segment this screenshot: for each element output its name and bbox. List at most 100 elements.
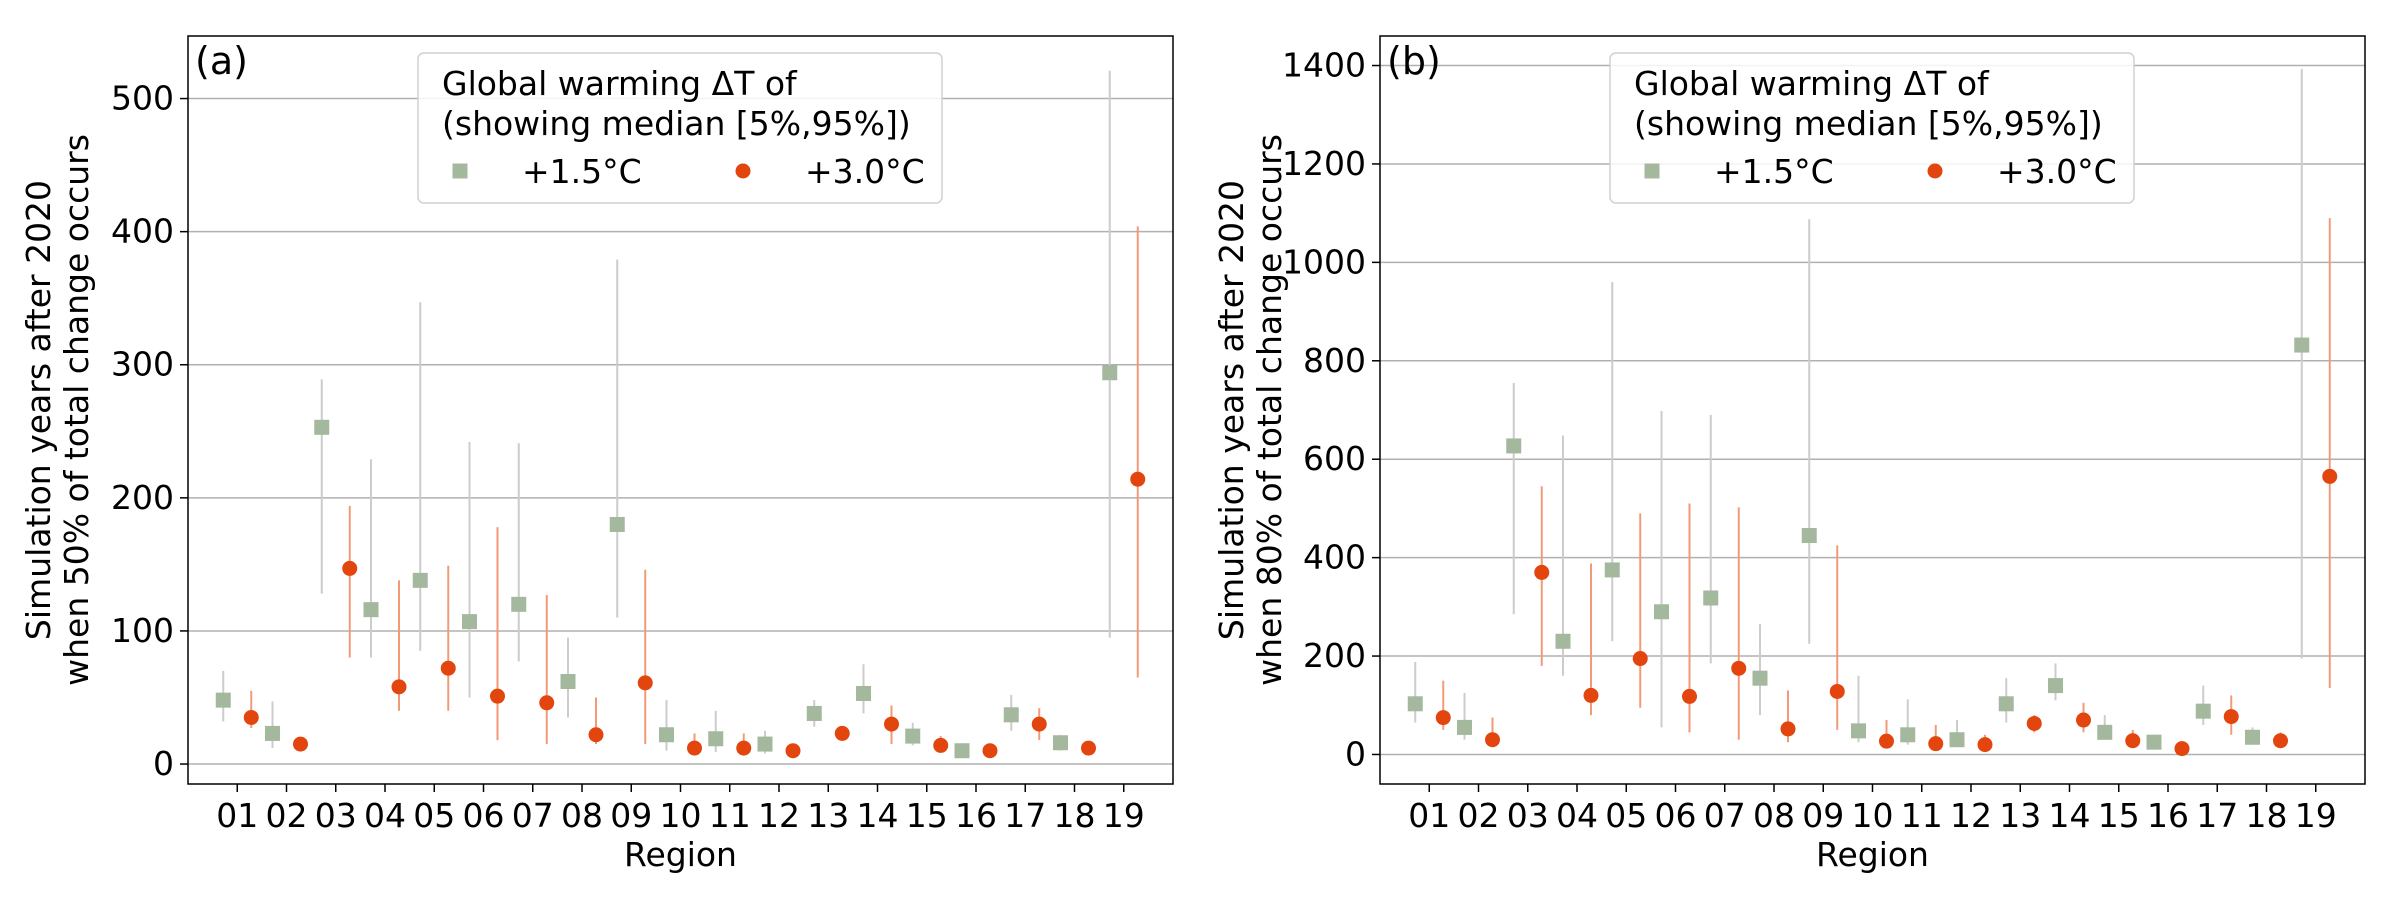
x-tick-label: 04 [1556, 796, 1598, 835]
data-point [687, 740, 702, 756]
x-tick-label: 13 [1999, 796, 2041, 835]
data-point [1130, 471, 1146, 487]
y-tick-label: 200 [111, 478, 174, 517]
data-point [2146, 734, 2162, 750]
data-point [2294, 337, 2310, 353]
data-point [391, 679, 407, 695]
legend-marker-circle [1927, 163, 1943, 179]
data-point [265, 725, 280, 741]
y-tick-label: 400 [111, 212, 174, 251]
data-point [757, 736, 773, 752]
y-axis-label: Simulation years after 2020when 80% of t… [1212, 134, 1289, 686]
data-point [785, 743, 801, 759]
data-point [440, 660, 456, 676]
chart-panel-a: 0 100 200 300 400 500 01 02 03 04 05 06 07 08 09 10 11 12… [19, 35, 1174, 874]
data-point [1851, 723, 1866, 739]
x-tick-label: 16 [2147, 796, 2189, 835]
data-point [856, 685, 871, 701]
x-tick-label: 10 [1852, 796, 1894, 835]
legend-entry-label: +1.5°C [1714, 152, 1834, 191]
x-tick-label: 05 [1605, 796, 1647, 835]
y-tick-label: 300 [111, 345, 174, 384]
legend-title: (showing median [5%,95%]) [1634, 104, 2103, 143]
data-point [1780, 721, 1796, 737]
data-point [1654, 604, 1669, 620]
series-warming-3-0 [243, 226, 1146, 759]
legend-marker-circle [735, 163, 751, 179]
data-point [1829, 683, 1845, 699]
x-tick-label: 17 [2196, 796, 2238, 835]
legend: Global warming ΔT of(showing median [5%,… [417, 52, 943, 204]
data-point [2026, 715, 2042, 731]
y-tick-label: 500 [111, 79, 174, 118]
data-point [2195, 703, 2211, 719]
data-point [1977, 737, 1993, 753]
x-tick-label: 12 [1950, 796, 1992, 835]
data-point [637, 675, 653, 691]
data-point [588, 727, 604, 743]
data-point [806, 705, 822, 721]
x-tick-label: 09 [1802, 796, 1844, 835]
data-point [2097, 724, 2113, 740]
data-point [1485, 732, 1500, 748]
plot-frame [1379, 35, 2366, 785]
data-point [2125, 733, 2141, 749]
legend-entry-label: +3.0°C [805, 152, 925, 191]
data-point [412, 572, 428, 588]
legend-title: Global warming ΔT of [442, 64, 798, 103]
y-tick-label: 0 [1345, 734, 1366, 773]
x-tick-label: 02 [1458, 796, 1500, 835]
data-point [1682, 688, 1697, 704]
data-point [1731, 660, 1747, 676]
data-point [1801, 527, 1817, 543]
data-point [1407, 696, 1423, 712]
data-point [954, 743, 970, 759]
y-axis-label-line: when 80% of total change occurs [1250, 134, 1289, 686]
y-tick-label: 1200 [1282, 144, 1366, 183]
panel-label: (b) [1387, 39, 1441, 83]
x-tick-label: 08 [561, 796, 603, 835]
data-point [1703, 590, 1719, 606]
data-point [736, 740, 752, 756]
data-point [2076, 712, 2091, 728]
x-tick-label: 12 [758, 796, 800, 835]
panel-label: (a) [195, 39, 248, 83]
data-point [1752, 670, 1768, 686]
data-point [2273, 733, 2288, 749]
y-axis-label-line: when 50% of total change occurs [57, 134, 96, 686]
x-tick-label: 11 [1901, 796, 1943, 835]
data-point [363, 602, 379, 618]
legend-marker-square [452, 163, 468, 179]
y-tick-label: 1400 [1282, 46, 1366, 85]
data-point [539, 695, 555, 711]
legend-entry-label: +3.0°C [1997, 152, 2117, 191]
data-point [342, 560, 358, 576]
x-tick-label: 18 [2246, 796, 2288, 835]
data-point [1534, 564, 1550, 580]
data-point [243, 709, 259, 725]
y-tick-label: 600 [1303, 439, 1366, 478]
y-axis-label-line: Simulation years after 2020 [19, 180, 58, 640]
data-point [659, 727, 674, 743]
data-point [2223, 709, 2239, 725]
data-point [1031, 716, 1047, 732]
legend-title: Global warming ΔT of [1634, 64, 1990, 103]
x-tick-label: 08 [1753, 796, 1795, 835]
x-tick-label: 04 [364, 796, 406, 835]
x-tick-label: 19 [2295, 796, 2337, 835]
data-point [933, 737, 949, 753]
x-tick-label: 18 [1054, 796, 1096, 835]
x-tick-label: 14 [2049, 796, 2091, 835]
data-point [314, 419, 330, 435]
y-tick-label: 1000 [1282, 242, 1366, 281]
x-tick-label: 10 [660, 796, 702, 835]
y-tick-label: 400 [1303, 538, 1366, 577]
x-tick-label: 11 [709, 796, 751, 835]
data-point [1053, 735, 1068, 751]
data-point [490, 688, 505, 704]
x-tick-label: 01 [1408, 796, 1450, 835]
data-point [1506, 438, 1522, 454]
data-point [2174, 741, 2190, 757]
data-point [1435, 710, 1451, 726]
